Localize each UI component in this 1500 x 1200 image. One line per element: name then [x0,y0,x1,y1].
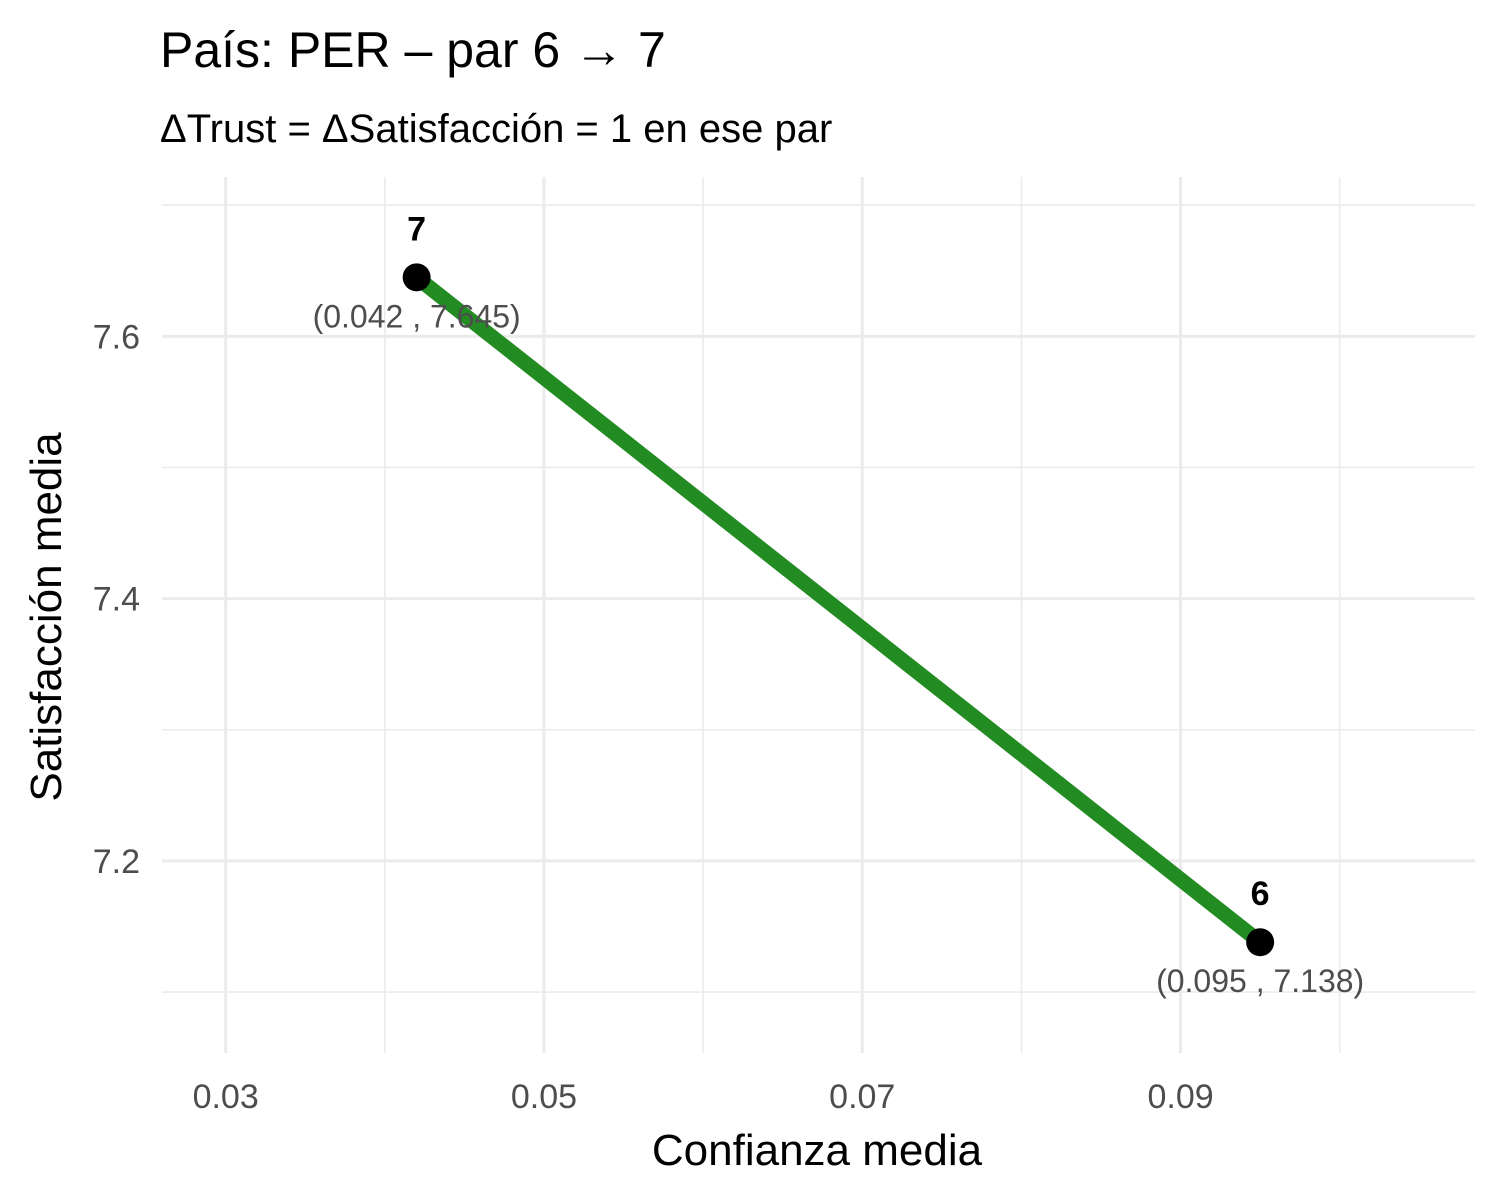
minor-gridlines [162,177,1475,1053]
x-tick-label: 0.07 [829,1078,895,1116]
series-line [411,271,1265,949]
series-layer [402,263,1275,957]
x-axis-title: Confianza media [652,1126,983,1175]
y-tick-label: 7.6 [93,318,140,356]
x-tick-label: 0.03 [193,1078,259,1116]
data-point [402,263,431,292]
point-labels: 6 (0.095 , 7.138) 7 (0.042 , 7.645) [313,210,1365,999]
chart-title: País: PER – par 6 → 7 [160,22,666,78]
y-axis-title: Satisfacción media [22,432,71,802]
y-tick-label: 7.2 [93,843,140,881]
chart-subtitle: ΔTrust = ΔSatisfacción = 1 en ese par [160,107,832,151]
x-tick-label: 0.09 [1147,1078,1213,1116]
y-axis-ticks: 7.2 7.4 7.6 [93,318,140,881]
point-name-label: 6 [1251,875,1270,913]
y-tick-label: 7.4 [93,581,140,619]
point-name-label: 7 [407,210,426,248]
data-point [1246,928,1275,957]
x-axis-ticks: 0.03 0.05 0.07 0.09 [193,1078,1214,1116]
x-tick-label: 0.05 [511,1078,577,1116]
point-coordinate-label: (0.095 , 7.138) [1156,963,1364,999]
point-coordinate-label: (0.042 , 7.645) [313,298,521,334]
